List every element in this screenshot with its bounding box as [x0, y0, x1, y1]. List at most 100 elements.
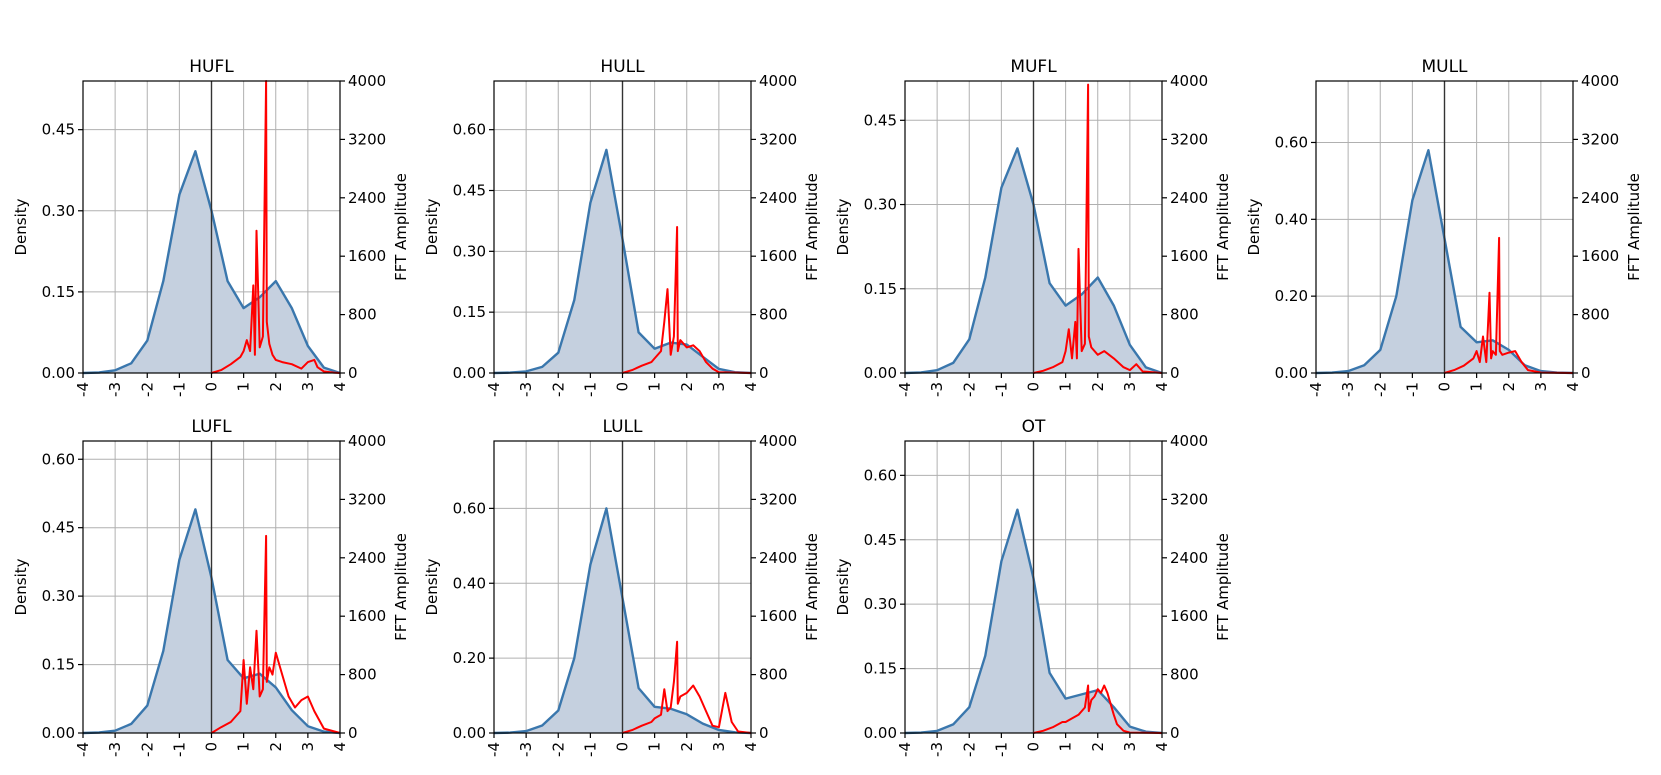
- y2-tick-label: 4000: [348, 432, 386, 450]
- y-tick-label: 0.45: [864, 111, 897, 129]
- y-tick-label: 0.15: [42, 656, 75, 674]
- x-tick-label: -4: [74, 742, 92, 757]
- x-tick-label: -3: [928, 742, 946, 757]
- x-tick-label: 1: [235, 742, 253, 752]
- x-tick-label: 3: [1532, 382, 1550, 392]
- y2-tick-label: 800: [1581, 306, 1610, 324]
- x-tick-label: 1: [235, 382, 253, 392]
- y2-tick-label: 2400: [759, 189, 797, 207]
- y2-tick-label: 4000: [348, 72, 386, 90]
- y2-tick-label: 1600: [1581, 247, 1619, 265]
- x-tick-label: 4: [1153, 742, 1171, 752]
- panel-hufl: 0.00 0.15 0.30 0.45 0 800 1600 2400 3200 4000 -4 -3…: [12, 57, 410, 397]
- x-tick-label: 0: [614, 742, 632, 752]
- y-tick-label: 0.45: [453, 182, 486, 200]
- panel-mull: 0.00 0.20 0.40 0.60 0 800 1600 2400 3200 4000 -4 -3…: [1245, 57, 1643, 397]
- x-tick-label: -2: [1371, 382, 1389, 397]
- x-tick-label: -3: [928, 382, 946, 397]
- panel-ot: 0.00 0.15 0.30 0.45 0.60 0 800 1600 2400 3200 4000…: [834, 417, 1232, 757]
- x-tick-label: -1: [170, 742, 188, 757]
- x-tick-label: -2: [549, 742, 567, 757]
- x-tick-label: 4: [331, 382, 349, 392]
- x-tick-label: 3: [1121, 742, 1139, 752]
- y2-tick-label: 1600: [348, 607, 386, 625]
- y2-tick-label: 800: [348, 666, 377, 684]
- x-tick-label: 0: [203, 382, 221, 392]
- x-tick-label: 1: [1057, 742, 1075, 752]
- y-tick-label: 0.45: [864, 531, 897, 549]
- x-tick-label: 0: [1025, 742, 1043, 752]
- x-tick-label: 4: [742, 742, 760, 752]
- y2-tick-label: 800: [1170, 666, 1199, 684]
- y-tick-label: 0.20: [453, 649, 486, 667]
- y-tick-label: 0.45: [42, 121, 75, 139]
- y2-tick-label: 2400: [1170, 189, 1208, 207]
- x-tick-label: 2: [678, 382, 696, 392]
- y2-tick-label: 2400: [759, 549, 797, 567]
- y2-tick-label: 1600: [1170, 247, 1208, 265]
- x-tick-label: -2: [960, 742, 978, 757]
- x-tick-label: 3: [299, 742, 317, 752]
- y-tick-label: 0.00: [864, 724, 897, 742]
- y2-tick-label: 4000: [1170, 432, 1208, 450]
- y2-tick-label: 3200: [348, 490, 386, 508]
- y2-tick-label: 800: [348, 306, 377, 324]
- y2-tick-label: 3200: [759, 490, 797, 508]
- y2-tick-label: 800: [759, 666, 788, 684]
- x-tick-label: 2: [1089, 382, 1107, 392]
- x-tick-label: 3: [710, 742, 728, 752]
- fft-line: [622, 640, 752, 734]
- y2-axis-label: FFT Amplitude: [392, 173, 410, 281]
- y2-axis-label: FFT Amplitude: [1214, 173, 1232, 281]
- x-tick-label: -3: [517, 382, 535, 397]
- x-tick-label: 3: [710, 382, 728, 392]
- x-tick-label: 4: [1564, 382, 1582, 392]
- y-tick-label: 0.15: [453, 303, 486, 321]
- x-tick-label: 1: [646, 382, 664, 392]
- y-axis-label: Density: [1245, 198, 1263, 255]
- y2-tick-label: 3200: [1170, 490, 1208, 508]
- y-tick-label: 0.60: [864, 466, 897, 484]
- panel-title: LUFL: [191, 417, 232, 437]
- x-tick-label: -1: [992, 382, 1010, 397]
- y-axis-label: Density: [423, 558, 441, 615]
- y2-tick-label: 3200: [348, 130, 386, 148]
- panel-lull: 0.00 0.20 0.40 0.60 0 800 1600 2400 3200 4000 -4 -3…: [423, 417, 821, 757]
- y-tick-label: 0.40: [453, 574, 486, 592]
- x-tick-label: -4: [896, 382, 914, 397]
- x-tick-label: -3: [106, 742, 124, 757]
- fft-line: [1444, 236, 1574, 374]
- panel-title: HULL: [600, 57, 645, 77]
- y-tick-label: 0.30: [42, 587, 75, 605]
- y-axis-label: Density: [834, 558, 852, 615]
- x-tick-label: 0: [203, 742, 221, 752]
- panel-title: MULL: [1421, 57, 1468, 77]
- fft-line: [622, 226, 752, 374]
- y2-tick-label: 2400: [348, 549, 386, 567]
- y-tick-label: 0.00: [1275, 364, 1308, 382]
- y2-tick-label: 4000: [1581, 72, 1619, 90]
- y2-tick-label: 0: [1170, 724, 1180, 742]
- y2-tick-label: 800: [1170, 306, 1199, 324]
- x-tick-label: 2: [1500, 382, 1518, 392]
- x-tick-label: 4: [331, 742, 349, 752]
- x-tick-label: -2: [138, 742, 156, 757]
- y2-tick-label: 3200: [1581, 130, 1619, 148]
- y2-tick-label: 2400: [1170, 549, 1208, 567]
- x-tick-label: -2: [960, 382, 978, 397]
- y2-tick-label: 4000: [759, 72, 797, 90]
- y2-tick-label: 0: [348, 364, 358, 382]
- y-axis-label: Density: [834, 198, 852, 255]
- x-tick-label: -4: [74, 382, 92, 397]
- fft-line: [210, 534, 341, 734]
- y2-tick-label: 1600: [1170, 607, 1208, 625]
- x-tick-label: 2: [267, 382, 285, 392]
- y-tick-label: 0.00: [453, 724, 486, 742]
- x-tick-label: -3: [106, 382, 124, 397]
- x-tick-label: 4: [1153, 382, 1171, 392]
- y2-tick-label: 0: [759, 724, 769, 742]
- x-tick-label: -4: [485, 382, 503, 397]
- y-tick-label: 0.60: [42, 450, 75, 468]
- x-tick-label: 0: [1025, 382, 1043, 392]
